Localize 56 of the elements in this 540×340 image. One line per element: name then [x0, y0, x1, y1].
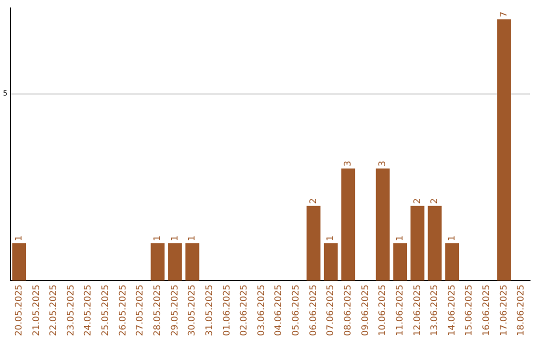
- data-label: 2: [430, 198, 440, 204]
- bar: [168, 243, 182, 280]
- x-tick-label: 06.06.2025: [308, 284, 319, 336]
- bar: [410, 206, 424, 280]
- data-label: 7: [499, 11, 510, 18]
- x-tick-label: 28.05.2025: [153, 284, 163, 336]
- x-tick-label: 21.05.2025: [32, 284, 42, 336]
- x-tick-label: 23.05.2025: [66, 284, 76, 336]
- x-tick-label: 27.05.2025: [136, 284, 146, 336]
- x-tick-label: 04.06.2025: [274, 284, 284, 336]
- data-label: 1: [188, 235, 198, 242]
- x-tick-label: 30.05.2025: [188, 284, 198, 336]
- x-tick-label: 13.06.2025: [430, 284, 440, 336]
- data-label: 1: [447, 235, 458, 242]
- bar: [185, 243, 200, 280]
- x-tick-label: 10.06.2025: [378, 284, 388, 336]
- data-label: 3: [378, 160, 388, 166]
- x-tick-label: 08.06.2025: [344, 284, 354, 336]
- bar: [376, 168, 390, 280]
- x-tick-label: 12.06.2025: [412, 284, 423, 336]
- data-label: 1: [153, 235, 163, 242]
- data-label: 1: [326, 235, 336, 242]
- x-tick-label: 31.05.2025: [204, 284, 215, 336]
- data-label: 2: [412, 198, 423, 204]
- data-label: 3: [344, 160, 354, 166]
- x-tick-label: 09.06.2025: [360, 284, 371, 336]
- x-tick-label: 24.05.2025: [84, 284, 94, 336]
- bar: [324, 243, 338, 280]
- x-tick-label: 25.05.2025: [101, 284, 112, 336]
- bar: [12, 243, 26, 280]
- x-tick-label: 14.06.2025: [447, 284, 458, 336]
- bar: [497, 19, 511, 280]
- x-tick-label: 05.06.2025: [292, 284, 302, 336]
- x-tick-label: 29.05.2025: [170, 284, 180, 336]
- x-tick-label: 01.06.2025: [222, 284, 232, 336]
- x-tick-label: 07.06.2025: [326, 284, 336, 336]
- bar: [306, 206, 320, 280]
- bar: [428, 206, 442, 280]
- x-tick-label: 20.05.2025: [14, 284, 24, 336]
- x-tick-label: 15.06.2025: [464, 284, 475, 336]
- bar: [341, 168, 356, 280]
- x-tick-label: 03.06.2025: [256, 284, 267, 336]
- x-tick-label: 17.06.2025: [499, 284, 510, 336]
- x-tick-label: 11.06.2025: [395, 284, 406, 336]
- x-tick-label: 02.06.2025: [240, 284, 250, 336]
- x-tick-label: 26.05.2025: [118, 284, 128, 336]
- data-label: 1: [14, 235, 24, 242]
- data-label: 1: [170, 235, 180, 242]
- data-label: 2: [308, 198, 319, 204]
- data-label: 1: [395, 235, 406, 242]
- x-tick-label: 16.06.2025: [482, 284, 492, 336]
- bar: [393, 243, 408, 280]
- x-tick-label: 18.06.2025: [516, 284, 527, 336]
- bar: [445, 243, 459, 280]
- x-tick-label: 22.05.2025: [49, 284, 60, 336]
- bar: [150, 243, 165, 280]
